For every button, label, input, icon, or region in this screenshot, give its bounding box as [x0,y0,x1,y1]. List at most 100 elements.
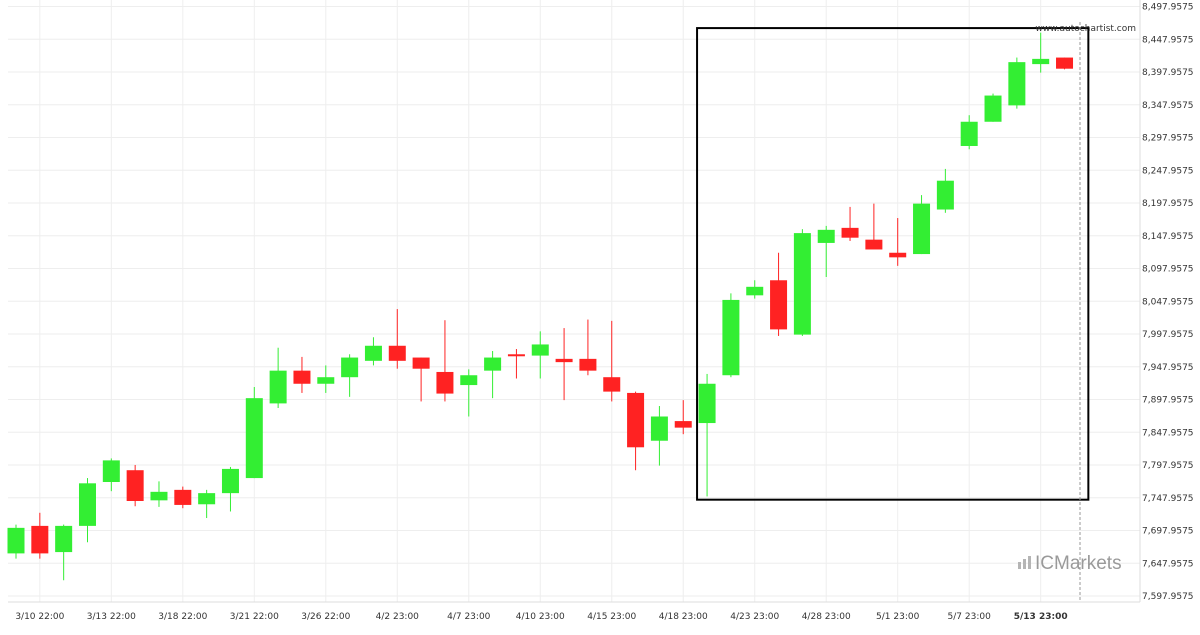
candle-down [603,320,621,402]
candle-down [174,486,192,509]
candle-body [436,371,454,394]
candle-body [1008,62,1026,106]
x-tick-label: 5/1 23:00 [876,612,920,622]
candle-body [221,468,239,494]
candle-up [650,406,668,466]
y-tick-label: 8,197.9575 [1142,199,1194,209]
candle-down [555,328,573,401]
candle-up [150,481,168,507]
candle-body [78,483,96,526]
candle-up [269,347,287,408]
candle-body [1032,58,1050,65]
candle-body [507,354,525,357]
candle-body [913,203,931,255]
candle-up [793,229,811,336]
candle-up [198,489,216,519]
candle-body [865,239,883,250]
grid-lines [8,0,1140,602]
candle-body [245,398,263,479]
axes-layer: 8,497.9575 8,447.9575 8,397.9575 8,347.9575… [8,0,1194,622]
candle-body [960,121,978,146]
pattern-layer [696,22,1090,602]
x-tick-label: 3/13 22:00 [87,612,136,622]
candle-up [960,115,978,150]
candle-down [865,203,883,250]
brand-bars-icon [1018,556,1031,569]
x-tick-label: 3/10 22:00 [15,612,64,622]
x-tick-label: 3/18 22:00 [158,612,207,622]
y-tick-label: 8,347.9575 [1142,101,1194,111]
candle-down [126,464,144,507]
y-tick-label: 7,597.9575 [1142,592,1194,602]
candle-body [269,370,287,404]
candle-down [841,206,859,241]
candle-body [341,357,359,378]
brand-logo: ICMarkets [1018,553,1122,574]
candle-body [460,375,478,386]
x-tick-label: 4/28 23:00 [802,612,851,622]
candle-body [627,392,645,448]
candle-body [984,95,1002,122]
candle-down [412,357,430,402]
candle-body [650,416,668,441]
candle-body [770,280,788,330]
brand-logo-text: ICMarkets [1035,553,1122,574]
candle-body [793,233,811,335]
candle-body [174,489,192,505]
y-tick-label: 7,847.9575 [1142,428,1194,438]
candle-body [484,357,502,371]
candle-up [78,478,96,543]
candle-body [7,527,25,554]
y-tick-label: 8,397.9575 [1142,68,1194,78]
candle-body [31,525,49,554]
x-tick-label: 3/26 22:00 [301,612,350,622]
candle-body [150,491,168,501]
y-tick-label: 8,147.9575 [1142,232,1194,242]
candle-up [746,280,764,299]
candle-up [913,195,931,255]
candle-up [1008,57,1026,109]
candle-body [603,377,621,392]
y-tick-label: 7,697.9575 [1142,527,1194,537]
x-tick-label: 4/7 23:00 [447,612,491,622]
candle-body [531,344,549,356]
watermark-url: www.autochartist.com [1035,24,1136,34]
candle-body [555,358,573,363]
candle-body [293,370,311,384]
candle-body [412,357,430,369]
candle-down [293,356,311,393]
y-tick-label: 7,897.9575 [1142,396,1194,406]
candle-down [770,252,788,336]
candle-body [889,252,907,258]
candle-down [507,349,525,379]
candle-body [579,358,597,371]
candle-down [388,309,406,369]
x-tick-label: 4/18 23:00 [659,612,708,622]
candle-up [817,225,835,277]
y-tick-label: 8,447.9575 [1142,35,1194,45]
candle-up [936,168,954,213]
x-tick-label: 5/13 23:00 [1014,612,1068,622]
candle-body [388,345,406,361]
candle-body [722,299,740,376]
candle-body [746,286,764,296]
x-tick-label: 4/2 23:00 [376,612,420,622]
candle-up [317,365,335,393]
candle-up [55,524,73,581]
x-tick-label: 4/23 23:00 [730,612,779,622]
y-tick-label: 8,247.9575 [1142,166,1194,176]
candle-body [698,383,716,424]
y-tick-label: 7,747.9575 [1142,494,1194,504]
candle-body [317,377,335,384]
x-tick-label: 4/15 23:00 [587,612,636,622]
candle-up [531,331,549,379]
candle-up [102,458,120,492]
candle-body [364,345,382,361]
candle-body [102,460,120,483]
pattern-box [696,27,1090,501]
candle-body [126,470,144,501]
candle-up [984,93,1002,122]
candle-body [55,525,73,553]
candle-up [460,369,478,417]
